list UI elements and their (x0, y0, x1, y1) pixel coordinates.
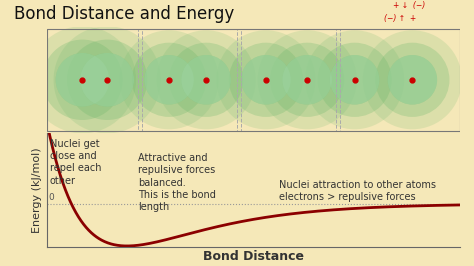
Ellipse shape (29, 26, 136, 134)
Ellipse shape (283, 55, 332, 105)
Ellipse shape (132, 43, 206, 117)
Ellipse shape (330, 55, 379, 105)
Ellipse shape (375, 43, 449, 117)
Text: Bond Distance and Energy: Bond Distance and Energy (14, 5, 235, 23)
Ellipse shape (388, 55, 437, 105)
X-axis label: Bond Distance: Bond Distance (203, 250, 304, 263)
Ellipse shape (241, 55, 291, 105)
Ellipse shape (144, 55, 194, 105)
Ellipse shape (55, 53, 109, 107)
Ellipse shape (67, 40, 147, 120)
Ellipse shape (119, 30, 219, 129)
Bar (142, 29, 237, 131)
Ellipse shape (270, 43, 344, 117)
Ellipse shape (217, 30, 316, 129)
Ellipse shape (157, 30, 255, 129)
Ellipse shape (55, 53, 109, 107)
Ellipse shape (258, 30, 356, 129)
Ellipse shape (330, 55, 379, 105)
Ellipse shape (318, 43, 392, 117)
Ellipse shape (241, 55, 291, 105)
Ellipse shape (283, 55, 332, 105)
Ellipse shape (182, 55, 231, 105)
Text: Nuclei attraction to other atoms
electrons > repulsive forces: Nuclei attraction to other atoms electro… (279, 180, 436, 202)
Ellipse shape (363, 30, 462, 129)
Text: Nuclei get
close and
repel each
other: Nuclei get close and repel each other (50, 139, 101, 186)
Ellipse shape (54, 26, 161, 134)
Bar (47, 29, 138, 131)
Text: + ↓  (−): + ↓ (−) (393, 1, 426, 10)
Ellipse shape (182, 55, 231, 105)
Ellipse shape (81, 53, 134, 107)
Ellipse shape (229, 43, 303, 117)
Text: (−) ↑  +: (−) ↑ + (384, 14, 416, 23)
Ellipse shape (144, 55, 194, 105)
Text: 0: 0 (49, 193, 55, 202)
Ellipse shape (81, 53, 134, 107)
Bar (340, 29, 460, 131)
Ellipse shape (42, 40, 123, 120)
Ellipse shape (388, 55, 437, 105)
Bar (241, 29, 336, 131)
Y-axis label: Energy (kJ/mol): Energy (kJ/mol) (32, 147, 42, 233)
Ellipse shape (305, 30, 404, 129)
Text: Attractive and
repulsive forces
balanced.
This is the bond
length: Attractive and repulsive forces balanced… (138, 153, 216, 212)
Ellipse shape (169, 43, 243, 117)
